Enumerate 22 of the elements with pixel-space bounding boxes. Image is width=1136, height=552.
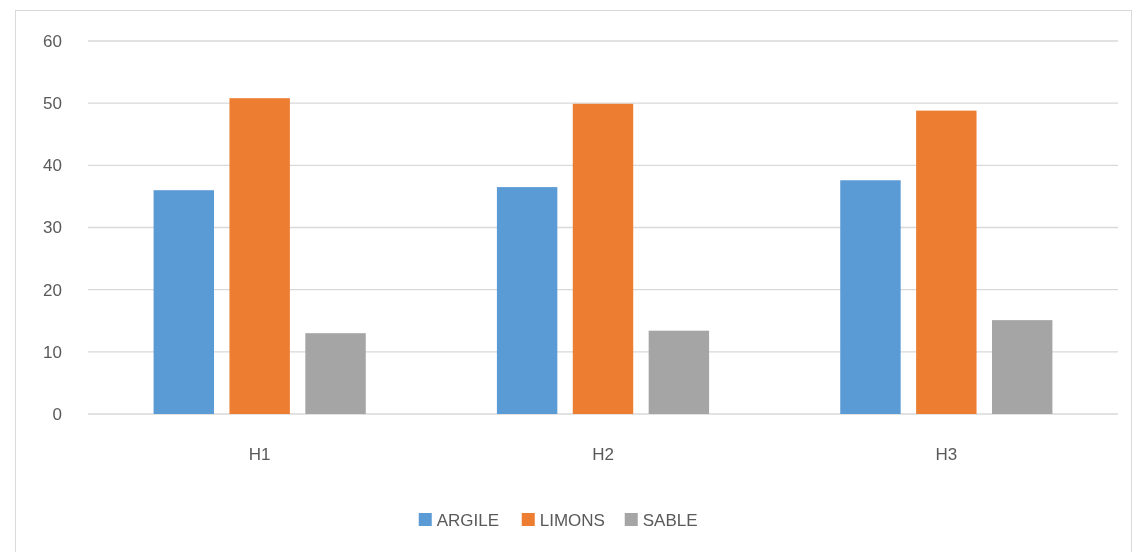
y-tick-label: 40 [43,156,62,176]
bar [840,180,901,414]
y-tick-label: 20 [43,280,62,300]
y-tick-label: 10 [43,342,62,362]
bar [305,333,366,414]
legend-label: SABLE [642,510,698,530]
x-tick-label: H1 [248,445,271,464]
y-tick-label: 30 [43,218,62,238]
legend-label: ARGILE [436,510,500,530]
bar [496,187,558,414]
y-tick-label: 60 [43,31,62,51]
x-tick-label: H2 [592,445,614,464]
y-tick-label: 50 [43,94,62,114]
x-tick-label: H3 [935,445,958,464]
bar [153,190,214,414]
bar [229,98,290,414]
y-tick-label: 0 [52,404,62,424]
bar [572,103,634,414]
bar [916,110,977,414]
legend-label: LIMONS [539,510,605,530]
bar [992,320,1053,414]
bar [648,330,710,414]
